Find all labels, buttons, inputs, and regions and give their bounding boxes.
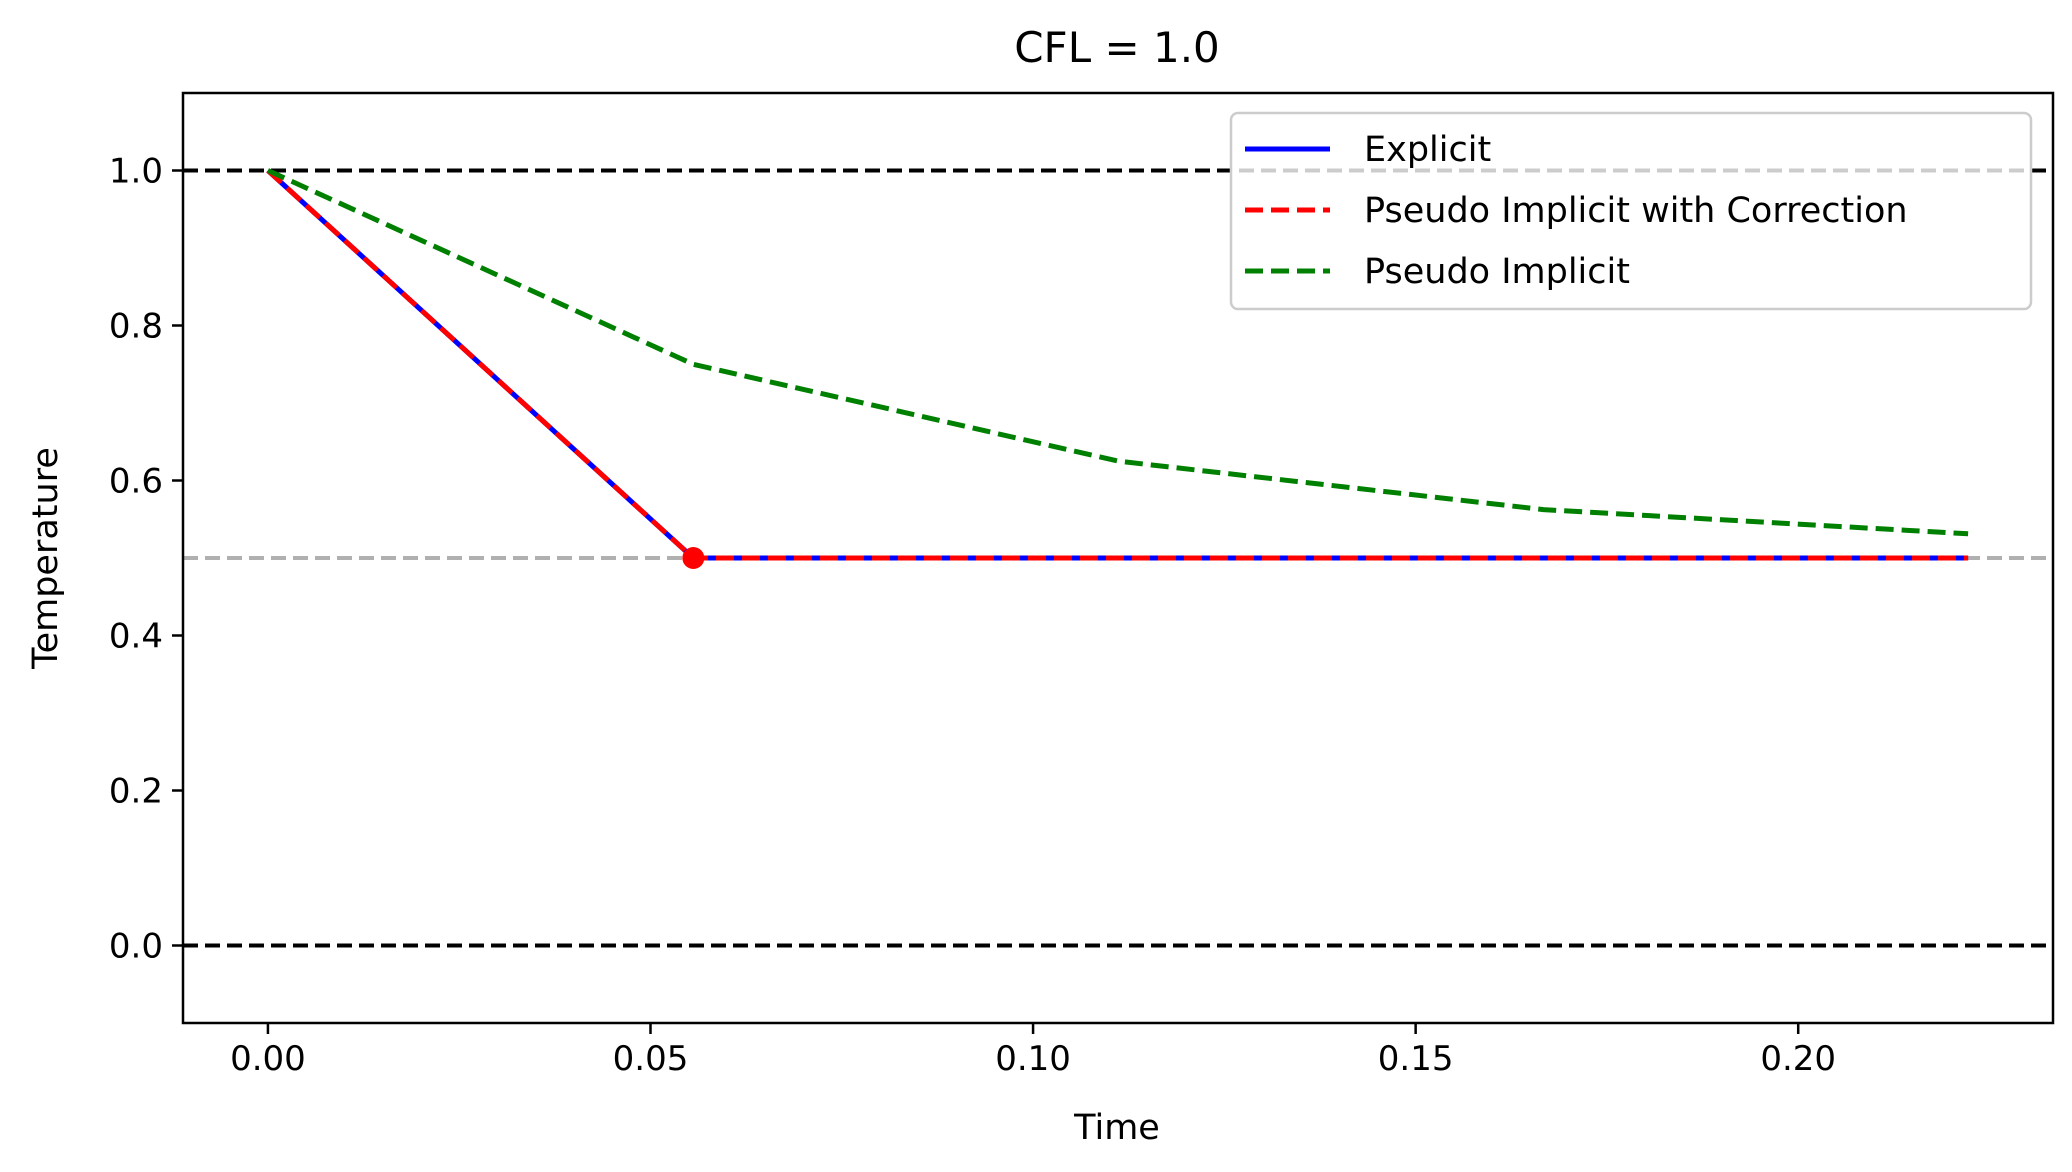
ticks-layer: 0.00 0.05 0.10 0.15 0.20 0.0 0.2 0.4 0.6 0.8 1.0 <box>109 152 1836 1080</box>
plot-frame <box>181 91 2055 1025</box>
data-layer <box>183 168 2053 948</box>
x-tick-label: 0.00 <box>230 1039 306 1079</box>
y-tick-label: 0.8 <box>109 307 163 347</box>
legend-items: Explicit Pseudo Implicit with Correction P… <box>1245 130 1908 292</box>
x-tick-label: 0.05 <box>613 1039 689 1079</box>
legend-frame <box>1229 111 2033 311</box>
y-tick-label: 0.4 <box>109 617 163 657</box>
y-axis-label: Temperature <box>26 447 66 670</box>
y-tick-label: 0.6 <box>109 462 163 502</box>
marker-equilibrium-point <box>682 547 705 569</box>
series-line-pseudo-implicit <box>266 168 1969 537</box>
legend: Explicit Pseudo Implicit with Correction P… <box>1229 111 2033 311</box>
legend-label: Pseudo Implicit with Correction <box>1364 191 1908 231</box>
series-line-pseudo-implicit-with-correction <box>266 168 1969 561</box>
x-axis-label: Time <box>1073 1108 1160 1148</box>
x-tick-label: 0.20 <box>1760 1039 1836 1079</box>
x-tick-label: 0.15 <box>1378 1039 1454 1079</box>
legend-label: Pseudo Implicit <box>1364 252 1630 292</box>
y-tick-label: 0.2 <box>109 772 163 812</box>
chart-title: CFL = 1.0 <box>1014 23 1220 72</box>
y-tick-label: 0.0 <box>109 927 163 967</box>
x-tick-label: 0.10 <box>995 1039 1071 1079</box>
y-tick-label: 1.0 <box>109 152 163 192</box>
legend-label: Explicit <box>1364 130 1491 170</box>
